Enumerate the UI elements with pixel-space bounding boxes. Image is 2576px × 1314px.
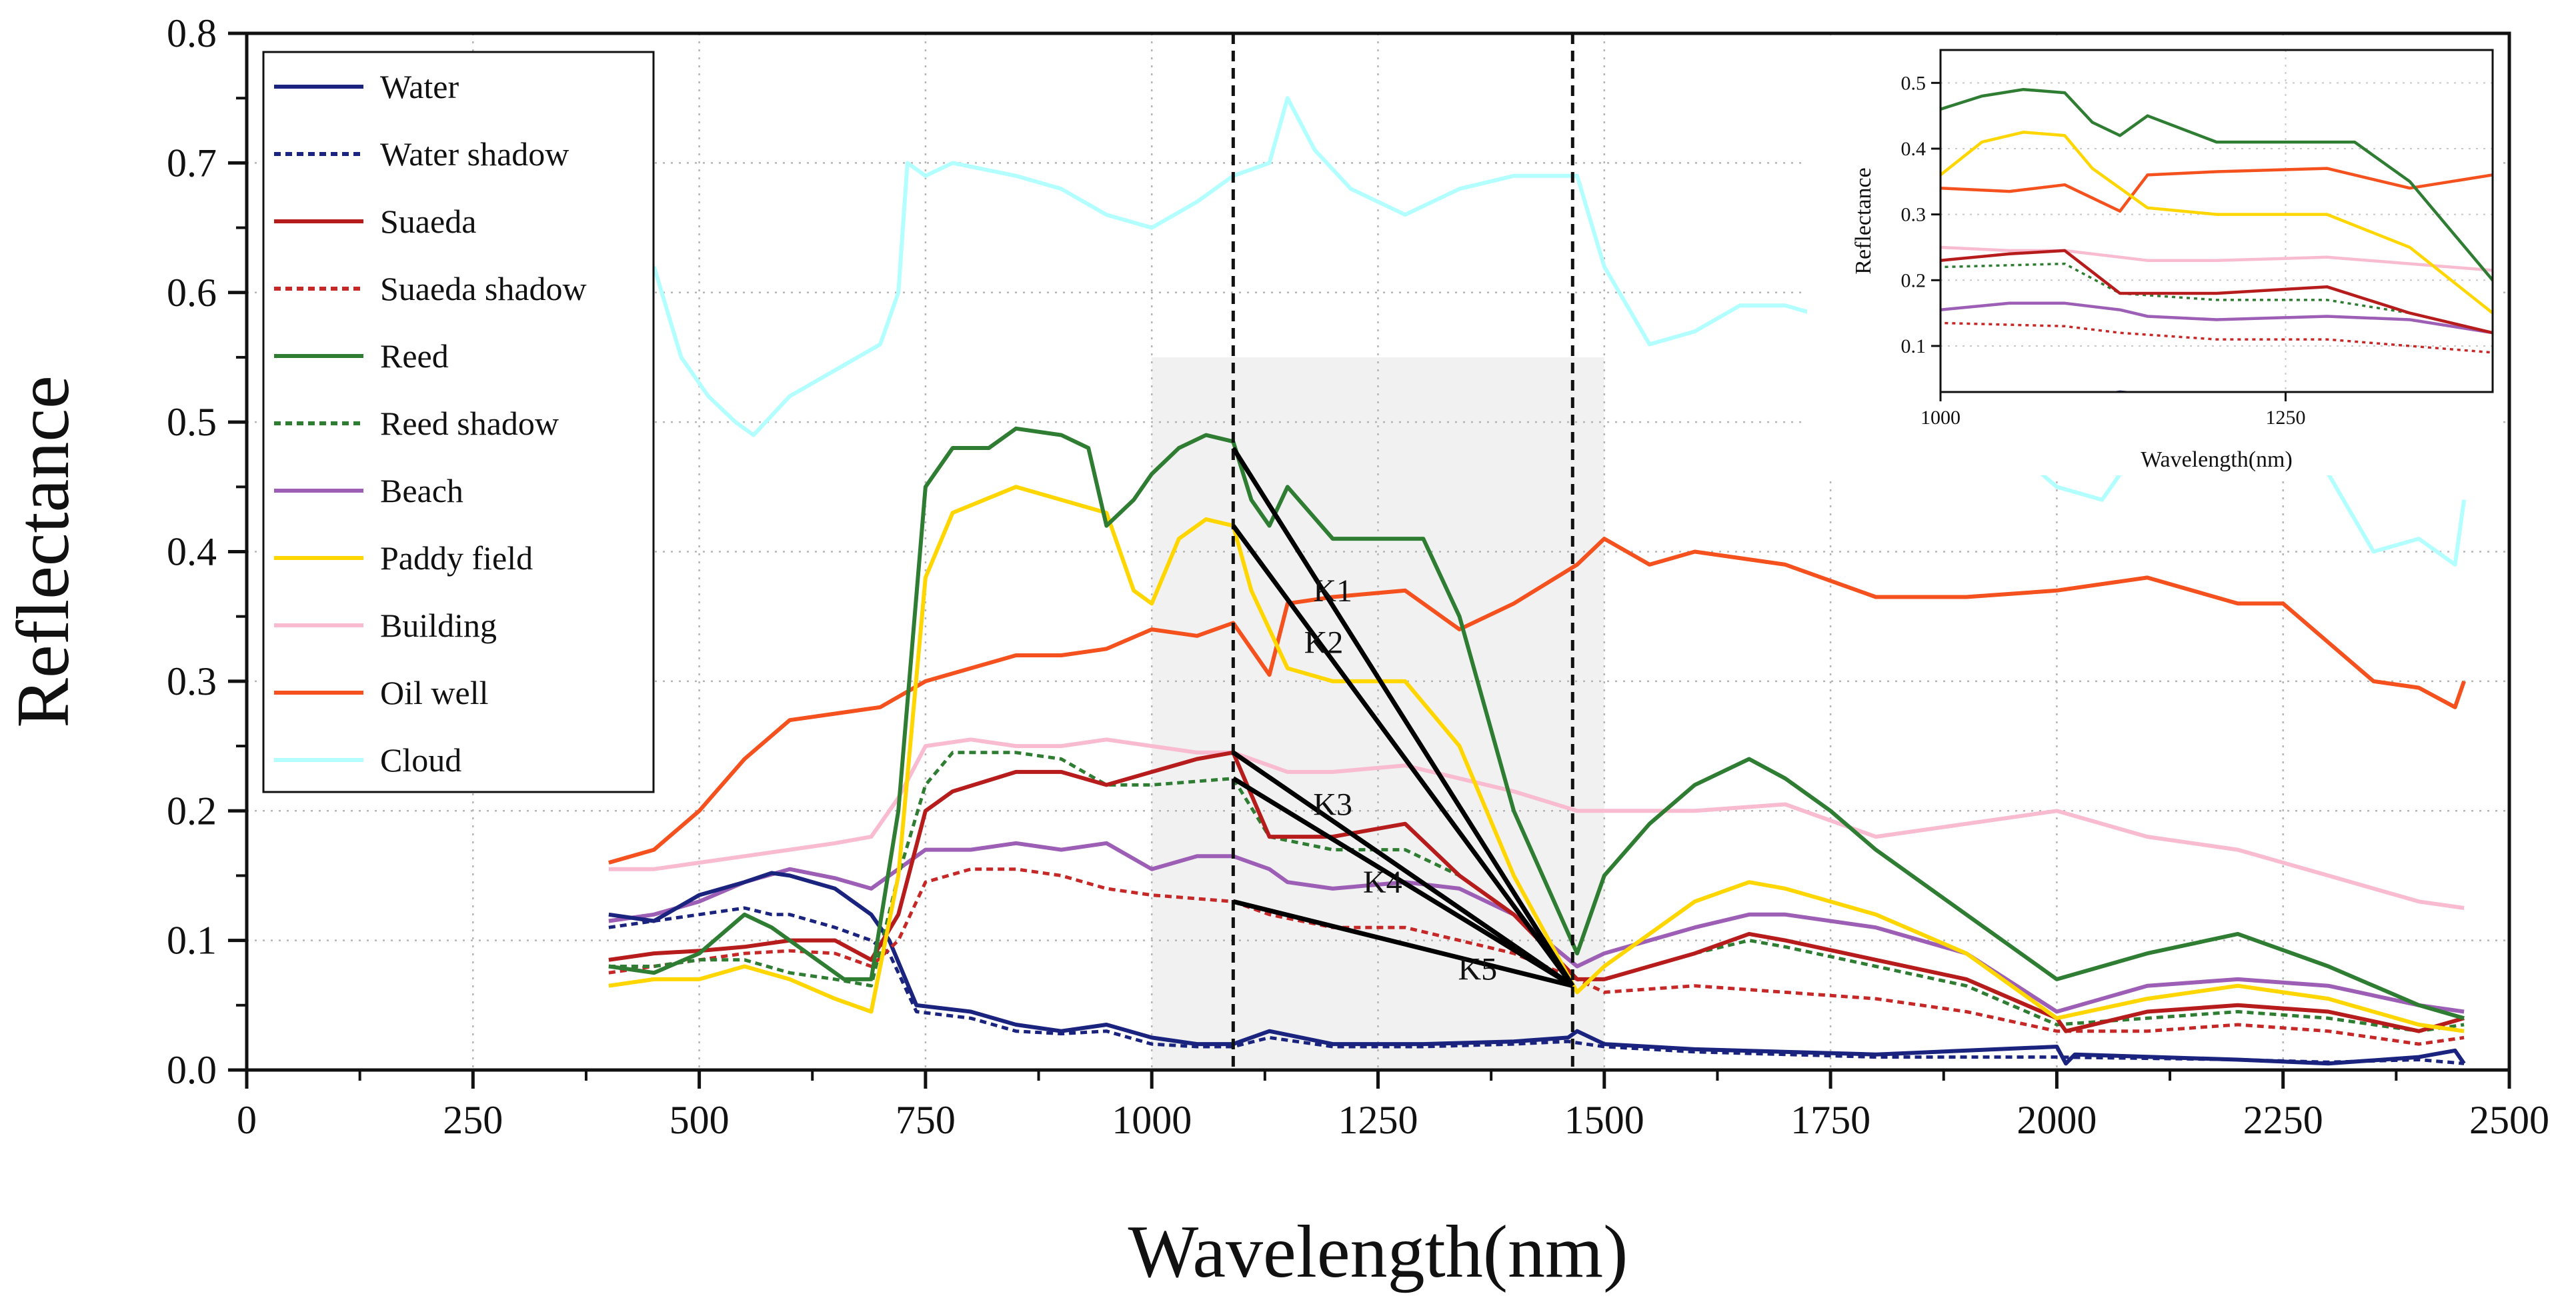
legend-label-building: Building — [380, 607, 497, 644]
legend: Water Water shadow Suaeda Suaeda shadow Reed… — [262, 51, 655, 793]
legend-label-oil-well: Oil well — [380, 674, 488, 711]
x-tick-label-7: 1750 — [1790, 1098, 1870, 1142]
y-tick-label-8: 0.8 — [167, 11, 217, 55]
inset-x-axis-title: Wavelength(nm) — [2141, 447, 2293, 472]
inset-series-layer — [1941, 87, 2493, 392]
series-layer — [608, 96, 2467, 1066]
x-tick-label-0: 0 — [237, 1098, 257, 1142]
k-lines: K1 K2 K3 K4 K5 — [1231, 447, 1575, 989]
x-tick-label-4: 1000 — [1112, 1098, 1192, 1142]
inset-series-line-building — [1941, 245, 2493, 272]
series-line-reed — [608, 426, 2465, 1021]
inset-x-tick-label-1: 1250 — [2266, 407, 2306, 429]
legend-label-water-shadow: Water shadow — [380, 135, 569, 173]
y-tick-label-1: 0.1 — [167, 919, 217, 963]
inset-series-line-oil-well — [1941, 167, 2493, 213]
x-tick-label-9: 2250 — [2243, 1098, 2323, 1142]
inset-y-tick-label-2: 0.3 — [1901, 204, 1926, 226]
legend-label-suaeda-shadow: Suaeda shadow — [380, 270, 587, 307]
legend-label-reed: Reed — [380, 337, 449, 375]
y-tick-label-2: 0.2 — [167, 789, 217, 833]
inset-axis-ticks: 1000 1250 0.1 0.2 0.3 0.4 0.5 — [1901, 72, 2306, 429]
inset-series-line-beach — [1941, 301, 2493, 335]
x-tick-label-3: 750 — [896, 1098, 956, 1142]
series-line-oil-well — [608, 537, 2466, 865]
series-line-suaeda-shadow — [608, 867, 2465, 1046]
y-axis-title: Reflectance — [2, 375, 85, 728]
y-tick-label-4: 0.4 — [167, 530, 217, 574]
inset-y-tick-label-1: 0.2 — [1901, 269, 1926, 291]
series-line-water — [608, 871, 2466, 1066]
x-axis-title: Wavelength(nm) — [1128, 1211, 1628, 1293]
k-line-k4 — [1232, 776, 1574, 988]
y-tick-label-3: 0.3 — [167, 659, 217, 703]
k-line-k1 — [1231, 447, 1575, 987]
legend-label-suaeda: Suaeda — [380, 203, 476, 240]
x-tick-label-2: 500 — [670, 1098, 730, 1142]
y-tick-label-6: 0.6 — [167, 271, 217, 315]
x-tick-label-10: 2500 — [2469, 1098, 2549, 1142]
inset-background — [1807, 40, 2499, 475]
axis-ticks: 0 250 500 750 1000 1250 1500 1750 2000 2250 2500 0.… — [167, 11, 2549, 1142]
x-tick-label-5: 1250 — [1338, 1098, 1418, 1142]
inset-y-tick-label-3: 0.4 — [1901, 138, 1926, 160]
inset-series-line-reed — [1941, 87, 2493, 283]
k-label-k3: K3 — [1313, 787, 1352, 823]
inset-series-line-suaeda — [1941, 249, 2493, 335]
inset-y-axis-title: Reflectance — [1851, 167, 1876, 274]
inset-series-line-paddy-field — [1941, 131, 2493, 315]
inset-y-tick-label-4: 0.5 — [1901, 72, 1926, 94]
inset-plot: 1000 1250 0.1 0.2 0.3 0.4 0.5 Wavelength(nm) R… — [1807, 40, 2499, 475]
series-line-paddy-field — [608, 485, 2465, 1033]
inset-frame — [1939, 49, 2494, 393]
x-tick-label-1: 250 — [443, 1098, 503, 1142]
y-tick-label-0: 0.0 — [167, 1048, 217, 1092]
k-label-k4: K4 — [1363, 865, 1402, 900]
k-line-k3 — [1232, 750, 1574, 988]
inset-y-tick-label-0: 0.1 — [1901, 335, 1926, 357]
y-tick-label-7: 0.7 — [167, 141, 217, 185]
legend-label-beach: Beach — [380, 472, 463, 509]
inset-x-tick-label-0: 1000 — [1920, 407, 1961, 429]
k-label-k2: K2 — [1304, 625, 1344, 661]
legend-label-cloud: Cloud — [380, 741, 461, 779]
y-tick-label-5: 0.5 — [167, 400, 217, 444]
k-label-k1: K1 — [1313, 573, 1352, 609]
k-line-k2 — [1231, 524, 1575, 987]
x-tick-label-8: 2000 — [2017, 1098, 2097, 1142]
legend-box — [262, 51, 655, 793]
series-line-building — [608, 737, 2465, 910]
legend-label-paddy-field: Paddy field — [380, 539, 533, 577]
series-line-water-shadow — [608, 906, 2465, 1065]
legend-label-reed-shadow: Reed shadow — [380, 405, 559, 442]
k-label-k5: K5 — [1458, 951, 1497, 987]
k-line-k5 — [1232, 899, 1574, 989]
legend-label-water: Water — [380, 68, 459, 105]
x-tick-label-6: 1500 — [1564, 1098, 1644, 1142]
series-line-suaeda — [608, 750, 2465, 1033]
